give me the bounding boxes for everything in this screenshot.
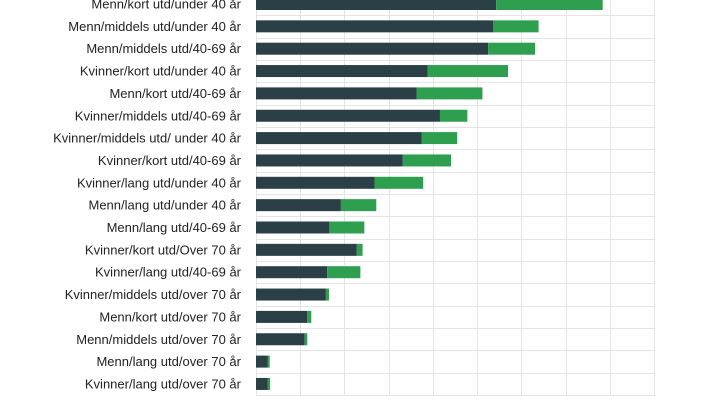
category-label: Menn/middels utd/under 40 år bbox=[68, 19, 241, 34]
bars bbox=[256, 0, 603, 390]
bar-segment-dark bbox=[256, 176, 375, 189]
bar-segment-dark bbox=[256, 333, 305, 346]
bar-segment-green bbox=[307, 310, 312, 323]
category-label: Kvinner/middels utd/over 70 år bbox=[65, 287, 242, 302]
bar-segment-dark bbox=[256, 221, 330, 234]
bar-segment-dark bbox=[256, 243, 357, 256]
bar-segment-green bbox=[374, 176, 424, 189]
category-label: Menn/lang utd/under 40 år bbox=[89, 198, 242, 213]
bar-segment-dark bbox=[256, 87, 417, 100]
bar-segment-dark bbox=[256, 20, 494, 33]
category-label: Menn/lang utd/over 70 år bbox=[96, 354, 241, 369]
category-label: Kvinner/lang utd/40-69 år bbox=[95, 265, 242, 280]
bar-segment-green bbox=[402, 154, 452, 167]
bar-segment-green bbox=[496, 0, 603, 10]
category-label: Menn/kort utd/40-69 år bbox=[109, 86, 241, 101]
bar-segment-green bbox=[267, 355, 270, 368]
bar-segment-dark bbox=[256, 0, 497, 10]
category-label: Kvinner/lang utd/over 70 år bbox=[85, 376, 242, 391]
bar-segment-green bbox=[488, 42, 536, 55]
bar-segment-green bbox=[416, 87, 483, 100]
category-label: Kvinner/kort utd/under 40 år bbox=[80, 64, 242, 79]
category-label: Menn/lang utd/40-69 år bbox=[107, 220, 242, 235]
bar-segment-green bbox=[267, 377, 271, 390]
bar-segment-green bbox=[421, 132, 458, 145]
bar-segment-green bbox=[327, 266, 361, 279]
category-label: Kvinner/kort utd/40-69 år bbox=[98, 153, 242, 168]
bar-segment-green bbox=[340, 199, 377, 212]
bar-segment-green bbox=[427, 65, 509, 78]
category-label: Menn/middels utd/40-69 år bbox=[86, 41, 241, 56]
bar-segment-dark bbox=[256, 288, 326, 301]
gridlines bbox=[256, 0, 655, 396]
bar-segment-dark bbox=[256, 199, 341, 212]
category-label: Kvinner/middels utd/40-69 år bbox=[75, 108, 242, 123]
bar-segment-dark bbox=[256, 266, 328, 279]
category-label: Menn/middels utd/over 70 år bbox=[76, 332, 241, 347]
category-labels: Menn/kort utd/under 40 år Menn/middels ut… bbox=[53, 0, 242, 391]
bar-segment-dark bbox=[256, 65, 428, 78]
bar-segment-dark bbox=[256, 154, 403, 167]
bar-segment-green bbox=[304, 333, 308, 346]
category-label: Menn/kort utd/under 40 år bbox=[91, 0, 241, 12]
bar-segment-dark bbox=[256, 42, 489, 55]
category-label: Kvinner/lang utd/under 40 år bbox=[77, 175, 242, 190]
bar-segment-dark bbox=[256, 377, 268, 390]
bar-segment-dark bbox=[256, 132, 422, 145]
bar-segment-dark bbox=[256, 310, 308, 323]
bar-segment-dark bbox=[256, 109, 440, 122]
bar-segment-dark bbox=[256, 355, 268, 368]
bar-segment-green bbox=[325, 288, 329, 301]
bar-segment-green bbox=[329, 221, 365, 234]
category-label: Kvinner/kort utd/Over 70 år bbox=[85, 242, 242, 257]
category-label: Kvinner/middels utd/ under 40 år bbox=[53, 131, 242, 146]
bar-segment-green bbox=[356, 243, 363, 256]
bar-segment-green bbox=[439, 109, 468, 122]
category-label: Menn/kort utd/over 70 år bbox=[99, 309, 241, 324]
bar-segment-green bbox=[493, 20, 539, 33]
